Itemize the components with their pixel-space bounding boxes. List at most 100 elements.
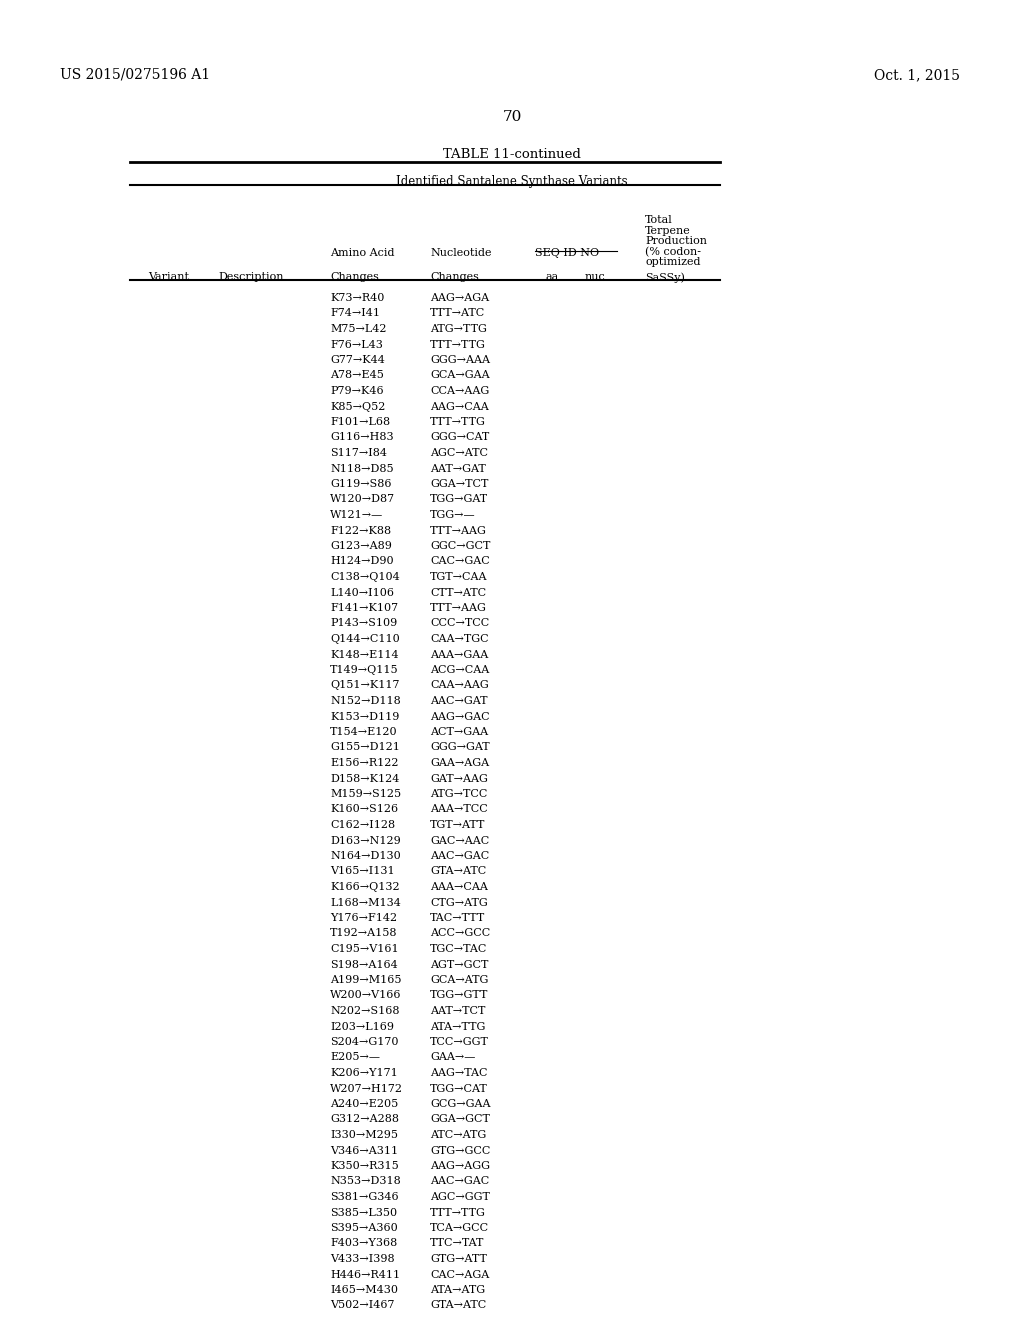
Text: ACC→GCC: ACC→GCC	[430, 928, 490, 939]
Text: TGG→CAT: TGG→CAT	[430, 1084, 487, 1093]
Text: aa: aa	[545, 272, 558, 282]
Text: I330→M295: I330→M295	[330, 1130, 398, 1140]
Text: Total: Total	[645, 215, 673, 224]
Text: N202→S168: N202→S168	[330, 1006, 399, 1016]
Text: TGG→—: TGG→—	[430, 510, 475, 520]
Text: H446→R411: H446→R411	[330, 1270, 400, 1279]
Text: TTT→TTG: TTT→TTG	[430, 339, 485, 350]
Text: TGC→TAC: TGC→TAC	[430, 944, 487, 954]
Text: GTG→ATT: GTG→ATT	[430, 1254, 486, 1265]
Text: K160→S126: K160→S126	[330, 804, 398, 814]
Text: nuc: nuc	[585, 272, 606, 282]
Text: CAC→AGA: CAC→AGA	[430, 1270, 489, 1279]
Text: AAG→GAC: AAG→GAC	[430, 711, 489, 722]
Text: ATC→ATG: ATC→ATG	[430, 1130, 486, 1140]
Text: AAA→TCC: AAA→TCC	[430, 804, 487, 814]
Text: C195→V161: C195→V161	[330, 944, 398, 954]
Text: TGG→GAT: TGG→GAT	[430, 495, 488, 504]
Text: GTA→ATC: GTA→ATC	[430, 866, 486, 876]
Text: N164→D130: N164→D130	[330, 851, 400, 861]
Text: K206→Y171: K206→Y171	[330, 1068, 397, 1078]
Text: T154→E120: T154→E120	[330, 727, 397, 737]
Text: K166→Q132: K166→Q132	[330, 882, 399, 892]
Text: AAG→AGG: AAG→AGG	[430, 1162, 490, 1171]
Text: F141→K107: F141→K107	[330, 603, 398, 612]
Text: GGG→AAA: GGG→AAA	[430, 355, 490, 366]
Text: G123→A89: G123→A89	[330, 541, 392, 550]
Text: AGC→GGT: AGC→GGT	[430, 1192, 489, 1203]
Text: C162→I128: C162→I128	[330, 820, 395, 830]
Text: K85→Q52: K85→Q52	[330, 401, 385, 412]
Text: GCA→GAA: GCA→GAA	[430, 371, 489, 380]
Text: Production: Production	[645, 236, 707, 246]
Text: CTT→ATC: CTT→ATC	[430, 587, 486, 598]
Text: GGG→CAT: GGG→CAT	[430, 433, 489, 442]
Text: K153→D119: K153→D119	[330, 711, 399, 722]
Text: GAC→AAC: GAC→AAC	[430, 836, 489, 846]
Text: C138→Q104: C138→Q104	[330, 572, 399, 582]
Text: Nucleotide: Nucleotide	[430, 248, 492, 257]
Text: Changes: Changes	[330, 272, 379, 282]
Text: TCA→GCC: TCA→GCC	[430, 1224, 489, 1233]
Text: (% codon-: (% codon-	[645, 247, 701, 257]
Text: G312→A288: G312→A288	[330, 1114, 399, 1125]
Text: AGT→GCT: AGT→GCT	[430, 960, 488, 969]
Text: AAC→GAT: AAC→GAT	[430, 696, 487, 706]
Text: Variant: Variant	[148, 272, 189, 282]
Text: N118→D85: N118→D85	[330, 463, 393, 474]
Text: GAA→AGA: GAA→AGA	[430, 758, 489, 768]
Text: W121→—: W121→—	[330, 510, 383, 520]
Text: I465→M430: I465→M430	[330, 1284, 398, 1295]
Text: AAC→GAC: AAC→GAC	[430, 851, 489, 861]
Text: Terpene: Terpene	[645, 226, 691, 235]
Text: N152→D118: N152→D118	[330, 696, 400, 706]
Text: Amino Acid: Amino Acid	[330, 248, 394, 257]
Text: ATA→ATG: ATA→ATG	[430, 1284, 485, 1295]
Text: CAC→GAC: CAC→GAC	[430, 557, 489, 566]
Text: GGG→GAT: GGG→GAT	[430, 742, 489, 752]
Text: T149→Q115: T149→Q115	[330, 665, 398, 675]
Text: S204→G170: S204→G170	[330, 1038, 398, 1047]
Text: Q151→K117: Q151→K117	[330, 681, 399, 690]
Text: US 2015/0275196 A1: US 2015/0275196 A1	[60, 69, 210, 82]
Text: F74→I41: F74→I41	[330, 309, 380, 318]
Text: M75→L42: M75→L42	[330, 323, 386, 334]
Text: GAT→AAG: GAT→AAG	[430, 774, 487, 784]
Text: AAC→GAC: AAC→GAC	[430, 1176, 489, 1187]
Text: AAA→GAA: AAA→GAA	[430, 649, 488, 660]
Text: GGC→GCT: GGC→GCT	[430, 541, 490, 550]
Text: L168→M134: L168→M134	[330, 898, 400, 908]
Text: F76→L43: F76→L43	[330, 339, 383, 350]
Text: AAA→CAA: AAA→CAA	[430, 882, 487, 892]
Text: TTT→TTG: TTT→TTG	[430, 417, 485, 426]
Text: G116→H83: G116→H83	[330, 433, 393, 442]
Text: CAA→TGC: CAA→TGC	[430, 634, 488, 644]
Text: ATA→TTG: ATA→TTG	[430, 1022, 485, 1031]
Text: TTT→AAG: TTT→AAG	[430, 603, 486, 612]
Text: G155→D121: G155→D121	[330, 742, 400, 752]
Text: CTG→ATG: CTG→ATG	[430, 898, 487, 908]
Text: D163→N129: D163→N129	[330, 836, 400, 846]
Text: TTT→AAG: TTT→AAG	[430, 525, 486, 536]
Text: S198→A164: S198→A164	[330, 960, 397, 969]
Text: TAC→TTT: TAC→TTT	[430, 913, 485, 923]
Text: TCC→GGT: TCC→GGT	[430, 1038, 488, 1047]
Text: N353→D318: N353→D318	[330, 1176, 400, 1187]
Text: GTA→ATC: GTA→ATC	[430, 1300, 486, 1311]
Text: M159→S125: M159→S125	[330, 789, 401, 799]
Text: K73→R40: K73→R40	[330, 293, 384, 304]
Text: GTG→GCC: GTG→GCC	[430, 1146, 490, 1155]
Text: S117→I84: S117→I84	[330, 447, 387, 458]
Text: ATG→TTG: ATG→TTG	[430, 323, 486, 334]
Text: H124→D90: H124→D90	[330, 557, 393, 566]
Text: TTT→TTG: TTT→TTG	[430, 1208, 485, 1217]
Text: Q144→C110: Q144→C110	[330, 634, 399, 644]
Text: AGC→ATC: AGC→ATC	[430, 447, 488, 458]
Text: TTT→ATC: TTT→ATC	[430, 309, 485, 318]
Text: S395→A360: S395→A360	[330, 1224, 397, 1233]
Text: W120→D87: W120→D87	[330, 495, 395, 504]
Text: CCA→AAG: CCA→AAG	[430, 385, 489, 396]
Text: A78→E45: A78→E45	[330, 371, 384, 380]
Text: AAG→CAA: AAG→CAA	[430, 401, 488, 412]
Text: V433→I398: V433→I398	[330, 1254, 394, 1265]
